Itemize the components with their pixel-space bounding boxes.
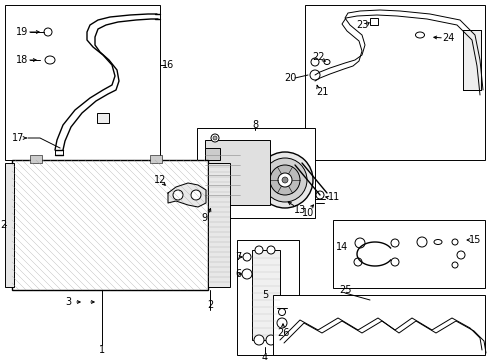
Bar	[237, 240, 299, 355]
Bar	[12, 160, 208, 290]
Text: 14: 14	[336, 242, 348, 252]
Circle shape	[191, 190, 201, 200]
Circle shape	[282, 177, 288, 183]
Bar	[463, 30, 481, 90]
Circle shape	[391, 239, 399, 247]
Circle shape	[311, 58, 319, 66]
Text: 17: 17	[12, 133, 24, 143]
Circle shape	[254, 335, 264, 345]
Bar	[97, 113, 109, 123]
Text: 21: 21	[316, 87, 328, 97]
Text: 18: 18	[16, 55, 28, 65]
Circle shape	[310, 70, 320, 80]
Ellipse shape	[434, 239, 442, 244]
Text: 16: 16	[162, 60, 174, 70]
Ellipse shape	[324, 59, 330, 64]
Circle shape	[213, 136, 217, 140]
Circle shape	[355, 238, 365, 248]
Bar	[305, 5, 485, 160]
Text: 23: 23	[356, 20, 368, 30]
Bar	[333, 220, 485, 288]
Bar	[205, 148, 220, 160]
Text: 13: 13	[294, 205, 306, 215]
Ellipse shape	[45, 56, 55, 64]
Circle shape	[173, 190, 183, 200]
Text: 10: 10	[302, 208, 314, 218]
Text: 8: 8	[252, 120, 258, 130]
Text: 9: 9	[201, 213, 207, 223]
Text: 22: 22	[312, 52, 324, 62]
Circle shape	[211, 134, 219, 142]
Polygon shape	[168, 183, 206, 207]
Circle shape	[278, 173, 292, 187]
Circle shape	[257, 152, 313, 208]
Text: 4: 4	[262, 353, 268, 360]
Text: 2: 2	[0, 220, 6, 230]
Bar	[252, 250, 280, 340]
Circle shape	[457, 251, 465, 259]
Bar	[273, 295, 485, 355]
Text: 24: 24	[442, 33, 454, 43]
Circle shape	[278, 309, 286, 315]
Text: 5: 5	[262, 290, 268, 300]
Text: 26: 26	[277, 328, 289, 338]
Bar	[205, 140, 270, 205]
Text: 11: 11	[328, 192, 340, 202]
Text: 7: 7	[235, 252, 241, 262]
Circle shape	[263, 158, 307, 202]
Bar	[5, 163, 14, 287]
Text: 3: 3	[65, 297, 71, 307]
Bar	[370, 18, 378, 25]
Circle shape	[44, 28, 52, 36]
Bar	[5, 5, 160, 160]
Text: 6: 6	[235, 269, 241, 279]
Text: 12: 12	[154, 175, 166, 185]
Text: 2: 2	[207, 300, 213, 310]
Bar	[197, 128, 315, 218]
Bar	[30, 155, 42, 163]
Circle shape	[255, 246, 263, 254]
Ellipse shape	[416, 32, 424, 38]
Circle shape	[277, 318, 287, 328]
Circle shape	[391, 258, 399, 266]
Text: 20: 20	[284, 73, 296, 83]
Circle shape	[242, 269, 252, 279]
Circle shape	[316, 191, 324, 199]
Circle shape	[270, 165, 300, 195]
Text: 19: 19	[16, 27, 28, 37]
Bar	[208, 163, 230, 287]
Bar	[150, 155, 162, 163]
Circle shape	[354, 258, 362, 266]
Circle shape	[452, 239, 458, 245]
Text: 15: 15	[469, 235, 481, 245]
Circle shape	[243, 253, 251, 261]
Circle shape	[452, 262, 458, 268]
Circle shape	[417, 237, 427, 247]
Circle shape	[266, 335, 276, 345]
Circle shape	[267, 246, 275, 254]
Text: 1: 1	[99, 345, 105, 355]
Text: 25: 25	[339, 285, 351, 295]
